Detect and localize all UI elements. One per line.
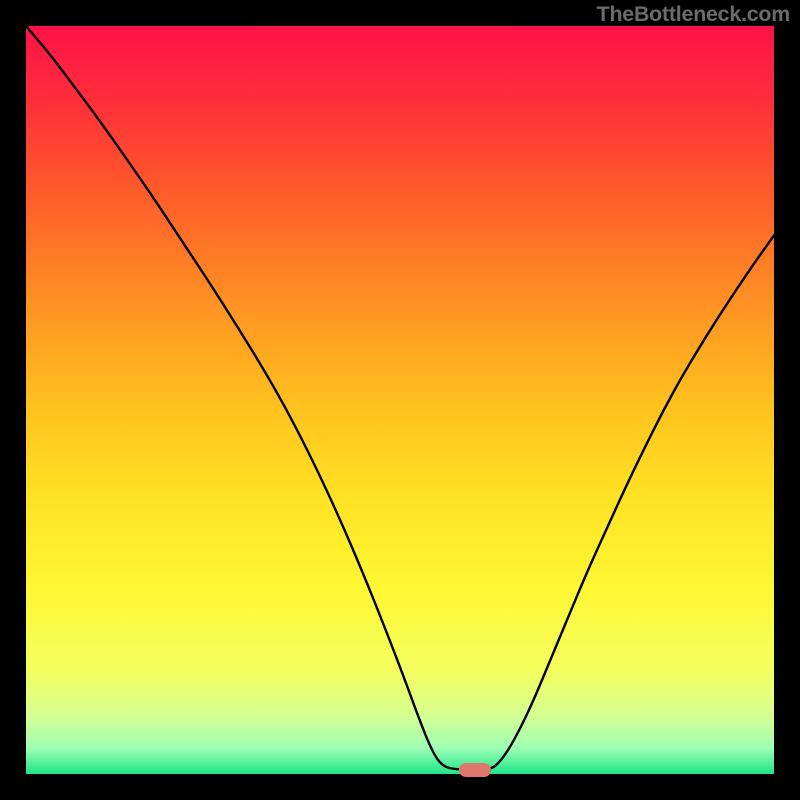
bottleneck-curve: [26, 26, 774, 774]
plot-area: [26, 26, 774, 774]
optimal-point-marker: [459, 763, 491, 777]
watermark-label: TheBottleneck.com: [597, 2, 790, 27]
chart-frame: TheBottleneck.com: [0, 0, 800, 800]
